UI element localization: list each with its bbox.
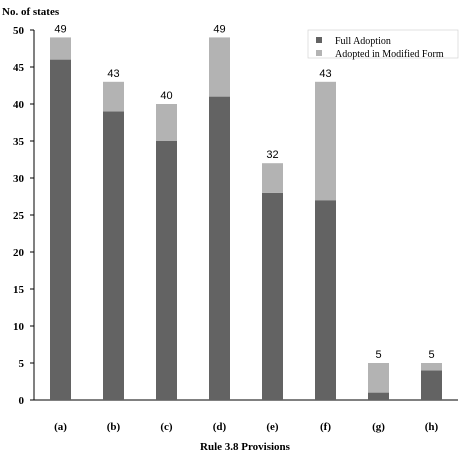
y-tick-label: 10 — [13, 321, 25, 333]
y-tick-label: 30 — [13, 173, 25, 185]
bar-modified-6 — [315, 81, 336, 201]
y-tick-label: 5 — [19, 358, 25, 370]
y-tick-label: 15 — [13, 284, 25, 296]
total-label: 49 — [213, 23, 225, 35]
y-tick-label: 50 — [13, 25, 25, 37]
x-tick-label: (h) — [425, 421, 439, 433]
bar-modified-7 — [368, 363, 389, 393]
total-labels: 49 43 40 49 32 43 5 5 — [54, 23, 434, 361]
legend: Full Adoption Adopted in Modified Form — [307, 29, 459, 60]
bar-full-3 — [156, 141, 177, 400]
bar-modified-3 — [156, 104, 177, 141]
bar-modified-5 — [262, 163, 283, 193]
total-label: 43 — [319, 68, 331, 80]
total-label: 43 — [107, 68, 119, 80]
bar-modified-1 — [50, 37, 71, 60]
y-tick-label: 35 — [13, 136, 25, 148]
bar-modified-2 — [103, 81, 124, 112]
bar-full-7 — [368, 392, 389, 400]
y-tick-label: 20 — [13, 247, 25, 259]
legend-swatch — [316, 50, 322, 56]
legend-label: Full Adoption — [335, 36, 391, 47]
y-tick-label: 0 — [19, 395, 25, 407]
bar-full-2 — [103, 111, 124, 401]
x-tick-label: (c) — [160, 421, 173, 433]
x-tick-label: (f) — [320, 421, 331, 433]
total-label: 40 — [160, 90, 172, 102]
y-axis-ticks: 0 5 10 15 20 25 30 35 40 45 50 — [13, 25, 34, 407]
x-tick-label: (d) — [213, 421, 227, 433]
total-label: 32 — [266, 149, 278, 161]
x-tick-label: (g) — [372, 421, 385, 433]
x-axis-title: Rule 3.8 Provisions — [200, 441, 291, 453]
x-tick-label: (a) — [54, 421, 67, 433]
bar-modified-8 — [421, 363, 442, 371]
x-tick-label: (e) — [266, 421, 279, 433]
x-axis-ticks: (a) (b) (c) (d) (e) (f) (g) (h) — [54, 421, 438, 433]
y-tick-label: 45 — [13, 62, 25, 74]
bar-full-5 — [262, 192, 283, 400]
total-label: 5 — [428, 349, 434, 361]
bar-full-4 — [209, 96, 230, 400]
legend-frame — [307, 29, 459, 59]
bar-full-6 — [315, 200, 336, 400]
y-tick-label: 40 — [13, 99, 25, 111]
bar-modified-4 — [209, 37, 230, 97]
x-tick-label: (b) — [107, 421, 121, 433]
legend-label: Adopted in Modified Form — [335, 49, 444, 60]
total-label: 5 — [375, 349, 381, 361]
y-tick-label: 25 — [13, 210, 25, 222]
bar-full-8 — [421, 370, 442, 400]
bars — [50, 37, 442, 401]
bar-full-1 — [50, 59, 71, 400]
y-axis-title: No. of states — [2, 6, 60, 18]
total-label: 49 — [54, 23, 66, 35]
legend-swatch — [316, 37, 322, 43]
